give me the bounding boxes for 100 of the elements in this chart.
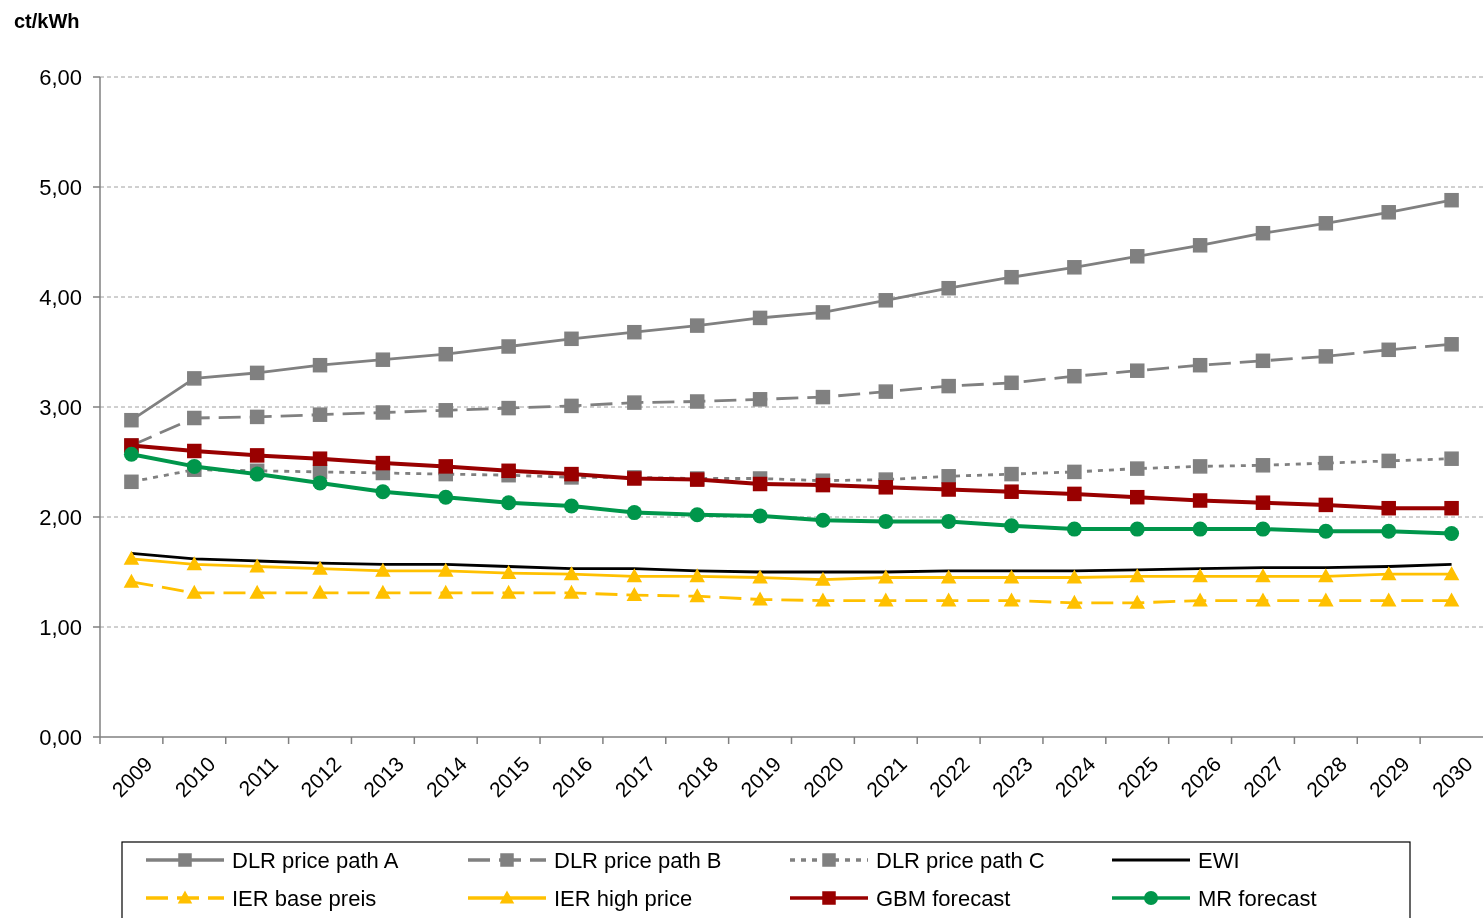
point <box>564 566 579 581</box>
point <box>1381 500 1396 516</box>
point <box>626 505 642 521</box>
point <box>1381 205 1396 220</box>
point <box>1318 497 1334 513</box>
point <box>1381 593 1396 607</box>
point <box>878 513 894 529</box>
point <box>1004 484 1019 499</box>
point <box>627 587 642 602</box>
point <box>815 389 831 405</box>
point <box>941 280 956 296</box>
point <box>752 476 768 492</box>
point <box>1192 593 1208 607</box>
point <box>124 551 139 565</box>
point <box>312 561 328 575</box>
point <box>1318 569 1334 583</box>
point <box>941 378 956 394</box>
point <box>312 357 328 373</box>
point <box>1004 518 1020 534</box>
point <box>1067 486 1082 502</box>
y-axis-title: ct/kWh <box>14 10 80 32</box>
point <box>1004 466 1019 482</box>
point <box>123 446 139 462</box>
point <box>438 585 453 599</box>
point <box>187 585 202 599</box>
point <box>752 592 768 606</box>
point <box>815 593 831 607</box>
point <box>689 588 705 603</box>
y-tick-label: 3,00 <box>39 394 82 420</box>
point <box>1129 521 1145 537</box>
point <box>941 482 956 497</box>
point <box>501 339 516 354</box>
point <box>752 508 768 524</box>
point <box>815 572 831 586</box>
legend-label: EWI <box>1198 847 1240 873</box>
legend-label: IER base preis <box>232 885 377 911</box>
point <box>312 585 328 599</box>
point <box>941 570 956 584</box>
legend-label: DLR price path C <box>876 847 1045 873</box>
point <box>375 563 391 577</box>
point <box>1381 566 1396 581</box>
point <box>1130 489 1145 505</box>
point <box>1192 357 1208 373</box>
point <box>564 466 579 482</box>
y-tick-label: 1,00 <box>39 614 82 640</box>
point <box>501 463 516 479</box>
point <box>375 405 391 420</box>
point <box>187 410 202 426</box>
point <box>689 318 705 333</box>
point <box>1318 523 1334 539</box>
point <box>564 398 579 414</box>
point <box>375 484 391 500</box>
point <box>501 400 516 416</box>
point <box>1255 593 1271 607</box>
point <box>1381 523 1397 539</box>
point <box>878 480 894 495</box>
point <box>1255 353 1271 369</box>
point <box>1255 521 1271 537</box>
point <box>1381 453 1396 469</box>
point <box>1130 363 1145 378</box>
point <box>1067 570 1082 584</box>
point <box>1318 349 1334 364</box>
point <box>1192 569 1208 583</box>
y-tick-label: 0,00 <box>39 724 82 750</box>
point <box>1192 459 1208 474</box>
point <box>1444 526 1460 541</box>
point <box>1067 368 1082 384</box>
point <box>1444 337 1459 352</box>
point <box>1381 342 1396 358</box>
point <box>1130 595 1145 609</box>
point <box>1255 569 1271 583</box>
point <box>1255 495 1271 510</box>
point <box>1255 225 1271 241</box>
point <box>438 563 453 577</box>
point <box>941 593 956 607</box>
point <box>501 495 517 511</box>
point <box>1444 192 1459 208</box>
point <box>941 513 957 529</box>
point <box>1004 269 1019 285</box>
point <box>1004 593 1019 607</box>
legend-label: GBM forecast <box>876 885 1011 911</box>
point <box>1130 569 1145 583</box>
point <box>1067 260 1082 275</box>
point <box>312 475 328 491</box>
point <box>375 352 391 367</box>
point <box>438 403 453 418</box>
point <box>124 574 139 588</box>
point <box>375 585 391 599</box>
point <box>1444 451 1459 466</box>
point <box>1066 521 1082 537</box>
point <box>1444 593 1459 607</box>
point <box>689 394 705 409</box>
point <box>878 593 894 607</box>
legend-label: DLR price path B <box>554 847 722 873</box>
point <box>1192 238 1208 253</box>
point <box>249 585 265 599</box>
point <box>187 443 202 459</box>
point <box>815 477 831 493</box>
point <box>815 512 831 528</box>
point <box>627 569 642 583</box>
